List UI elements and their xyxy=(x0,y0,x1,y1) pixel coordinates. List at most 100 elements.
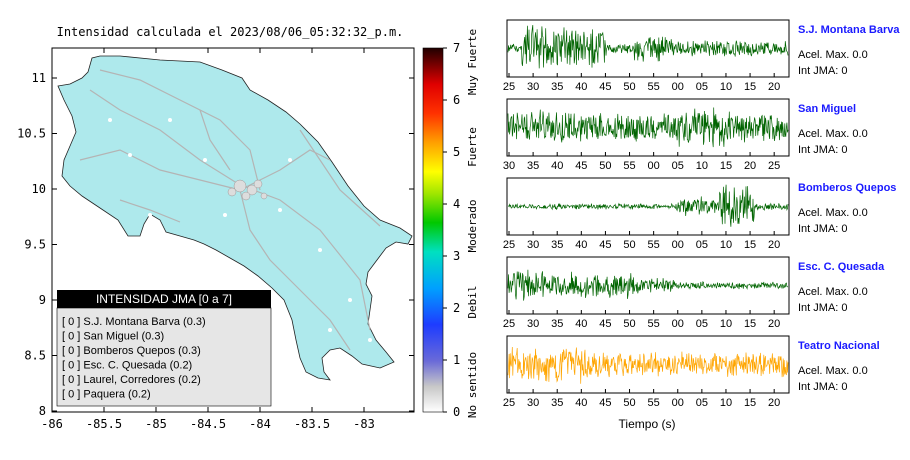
seismo-tick-label: 25 xyxy=(503,239,515,251)
seismo-tick-label: 00 xyxy=(672,397,684,409)
seismo-waveform xyxy=(507,269,789,301)
seismogram-panels: 25 30 35 40 45 50 55 00 05 10 15 20 S.J. Montana Bar… xyxy=(503,19,900,409)
station-markers xyxy=(108,118,372,342)
seismo-tick-label: 20 xyxy=(768,239,780,251)
cb-tick-label: 2 xyxy=(453,301,460,315)
seismo-tick-label: 30 xyxy=(503,160,515,172)
legend-row: [ 0 ] Bomberos Quepos (0.3) xyxy=(62,345,201,357)
seismo-tick-label: 55 xyxy=(648,81,660,93)
seismo-tick-label: 50 xyxy=(599,160,611,172)
seismo-tick-label: 35 xyxy=(551,318,563,330)
seismo-tick-label: 20 xyxy=(768,81,780,93)
lon-tick-label: -84 xyxy=(249,417,271,431)
seismo-tick-label: 10 xyxy=(696,160,708,172)
legend-row: [ 0 ] S.J. Montana Barva (0.3) xyxy=(62,316,206,328)
seismo-tick-label: 00 xyxy=(672,318,684,330)
station-title: S.J. Montana Barva xyxy=(798,24,900,36)
seismo-tick-label: 05 xyxy=(696,81,708,93)
seismo-tick-label: 30 xyxy=(527,239,539,251)
cb-tick-label: 7 xyxy=(453,41,460,55)
cb-intensity-label: Muy Fuerte xyxy=(466,29,479,95)
urban-cluster xyxy=(227,179,268,201)
intensity-legend: INTENSIDAD JMA [0 a 7] [ 0 ] S.J. Montan… xyxy=(56,290,272,407)
station-accel: Acel. Max. 0.0 xyxy=(798,49,868,61)
seismo-tick-label: 50 xyxy=(623,239,635,251)
seismo-tick-label: 35 xyxy=(551,239,563,251)
seismo-tick-label: 05 xyxy=(696,318,708,330)
cb-intensity-label: Debil xyxy=(466,285,479,318)
seismo-tick-label: 15 xyxy=(744,397,756,409)
station-jma: Int JMA: 0 xyxy=(798,223,848,235)
seismo-tick-label: 15 xyxy=(744,81,756,93)
seismo-tick-label: 55 xyxy=(648,318,660,330)
seismo-waveform xyxy=(507,107,789,148)
cb-tick-label: 0 xyxy=(453,405,460,419)
seismo-tick-label: 50 xyxy=(623,81,635,93)
seismo-tick-label: 45 xyxy=(599,397,611,409)
colorbar-gradient xyxy=(422,47,444,413)
cb-intensity-label: Moderado xyxy=(466,200,479,253)
lat-tick-label: 10 xyxy=(32,182,46,196)
station-jma: Int JMA: 0 xyxy=(798,381,848,393)
cb-intensity-label: Fuerte xyxy=(466,127,479,167)
station-title: Bomberos Quepos xyxy=(798,182,896,194)
legend-row: [ 0 ] San Miguel (0.3) xyxy=(62,331,164,343)
seismo-tick-label: 25 xyxy=(503,397,515,409)
seismo-tick-label: 45 xyxy=(599,81,611,93)
legend-body xyxy=(56,307,272,407)
seismo-tick-label: 30 xyxy=(527,81,539,93)
costa-rica-land xyxy=(57,55,413,381)
seismo-tick-label: 50 xyxy=(623,397,635,409)
seismo-tick-label: 25 xyxy=(768,160,780,172)
legend-header-bg xyxy=(57,290,271,308)
station-accel: Acel. Max. 0.0 xyxy=(798,365,868,377)
map-axes: -86 -85.5 -85 -84.5 -84 -83.5 -83 11 10.5 10 9.5 9 8… xyxy=(17,48,414,431)
seismo-waveform xyxy=(507,184,789,227)
seismo-tick-label: 15 xyxy=(720,160,732,172)
map-title: Intensidad calculada el 2023/08/06_05:32… xyxy=(57,25,404,39)
legend-rows: [ 0 ] S.J. Montana Barva (0.3) [ 0 ] San … xyxy=(62,316,206,401)
seismo-tick-label: 45 xyxy=(599,239,611,251)
seismo-tick-label: 55 xyxy=(648,397,660,409)
lon-tick-label: -86 xyxy=(41,417,63,431)
legend-header: INTENSIDAD JMA [0 a 7] xyxy=(96,292,232,306)
cb-tick-label: 6 xyxy=(453,93,460,107)
seismo-waveform xyxy=(507,346,789,384)
station-title: Teatro Nacional xyxy=(798,340,880,352)
seismo-tick-label: 25 xyxy=(503,81,515,93)
lat-tick-label: 11 xyxy=(32,71,46,85)
colorbar-ticks: 0 1 2 3 4 5 6 7 xyxy=(443,41,460,419)
road-network xyxy=(79,69,381,351)
station-title: Esc. C. Quesada xyxy=(798,261,885,273)
seismo-tick-label: 15 xyxy=(744,239,756,251)
cb-intensity-label: No sentido xyxy=(466,352,479,418)
seismo-xlabel: Tiempo (s) xyxy=(619,417,676,431)
seismogram-panel: 25 30 35 40 45 50 55 00 05 10 15 20 Esc. C. Quesada A… xyxy=(503,256,885,330)
seismogram-panel: 30 35 40 45 50 55 00 05 10 15 20 25 San Miguel Acel. … xyxy=(503,98,868,172)
lon-tick-label: -83.5 xyxy=(294,417,330,431)
legend-row: [ 0 ] Esc. C. Quesada (0.2) xyxy=(62,360,192,372)
seismo-tick-label: 35 xyxy=(527,160,539,172)
seismo-tick-label: 20 xyxy=(744,160,756,172)
seismo-tick-label: 00 xyxy=(672,239,684,251)
legend-row: [ 0 ] Laurel, Corredores (0.2) xyxy=(62,374,201,386)
seismo-tick-label: 00 xyxy=(648,160,660,172)
cb-tick-label: 4 xyxy=(453,197,460,211)
seismo-tick-label: 05 xyxy=(672,160,684,172)
seismo-tick-label: 35 xyxy=(551,397,563,409)
station-jma: Int JMA: 0 xyxy=(798,302,848,314)
seismo-tick-label: 05 xyxy=(696,239,708,251)
seismo-tick-label: 40 xyxy=(575,81,587,93)
seismo-tick-label: 30 xyxy=(527,397,539,409)
seismogram-panel: 25 30 35 40 45 50 55 00 05 10 15 20 S.J. Montana Bar… xyxy=(503,19,900,93)
seismo-tick-label: 15 xyxy=(744,318,756,330)
cb-tick-label: 1 xyxy=(453,353,460,367)
seismo-tick-label: 55 xyxy=(648,239,660,251)
station-accel: Acel. Max. 0.0 xyxy=(798,286,868,298)
station-accel: Acel. Max. 0.0 xyxy=(798,207,868,219)
lon-tick-label: -84.5 xyxy=(190,417,226,431)
seismo-tick-label: 30 xyxy=(527,318,539,330)
lon-tick-label: -85 xyxy=(145,417,167,431)
seismo-tick-label: 00 xyxy=(672,81,684,93)
